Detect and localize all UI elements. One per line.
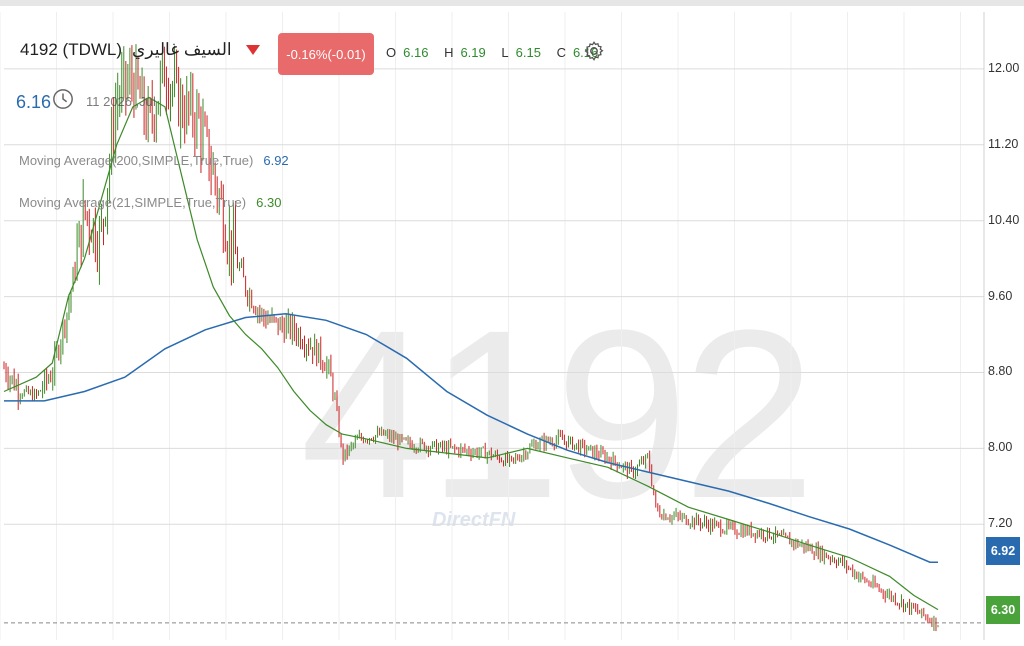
y-tick-label: 12.00 [988,60,1020,75]
ma200-value: 6.92 [263,153,289,168]
ma200-axis-tag: 6.92 [986,536,1020,565]
brand-watermark: DirectFN [432,509,516,531]
change-badge: -0.16%(-0.01) [278,33,374,75]
clock-icon [53,89,73,109]
ma200-legend[interactable]: Moving Average(200,SIMPLE,True,True) 6.92 [19,153,289,168]
ma200-line [4,312,938,563]
ma21-line [3,96,939,611]
open-value: 6.16 [403,45,429,60]
ma21-legend[interactable]: Moving Average(21,SIMPLE,True,True) 6.30 [19,195,281,210]
y-tick-label: 11.20 [988,136,1019,151]
y-tick-label: 8.80 [988,364,1013,379]
date-label: 11 2026 ,Jul [86,94,156,109]
high-label: H [444,45,454,60]
ohlc-readout: O 6.16 H 6.19 L 6.15 C 6.16 [386,45,610,60]
price-chart[interactable] [0,6,1024,646]
ma21-value: 6.30 [256,195,282,210]
high-value: 6.19 [460,45,486,60]
symbol-header: 4192 (TDWL) السيف غاليري [20,40,260,60]
low-label: L [501,45,509,60]
close-label: C [556,45,566,60]
ma21-label: Moving Average(21,SIMPLE,True,True) [19,195,247,210]
last-price: 6.16 [16,92,52,112]
y-tick-label: 7.20 [988,516,1013,531]
low-value: 6.15 [515,45,541,60]
ma200-label: Moving Average(200,SIMPLE,True,True) [19,153,254,168]
open-label: O [386,45,397,60]
symbol-code: 4192 (TDWL) [20,40,123,59]
symbol-name: السيف غاليري [132,40,232,59]
ma21-axis-tag: 6.30 [986,595,1020,624]
symbol-watermark: 4192 [300,280,816,548]
gear-icon[interactable] [583,40,605,62]
y-tick-label: 9.60 [988,288,1013,303]
down-arrow-icon [245,45,260,55]
y-tick-label: 10.40 [988,212,1020,227]
y-tick-label: 8.00 [988,440,1013,455]
